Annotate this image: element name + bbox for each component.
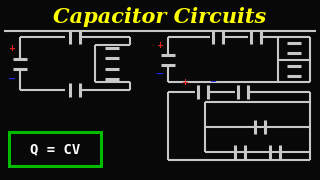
- Text: −: −: [156, 69, 164, 78]
- Text: Capacitor Circuits: Capacitor Circuits: [53, 7, 267, 27]
- Text: +: +: [156, 41, 164, 50]
- Text: +: +: [181, 78, 188, 87]
- FancyBboxPatch shape: [9, 132, 101, 166]
- Text: −: −: [8, 73, 16, 84]
- Text: Q = CV: Q = CV: [30, 142, 80, 156]
- Text: +: +: [9, 44, 15, 53]
- Text: −: −: [210, 78, 217, 87]
